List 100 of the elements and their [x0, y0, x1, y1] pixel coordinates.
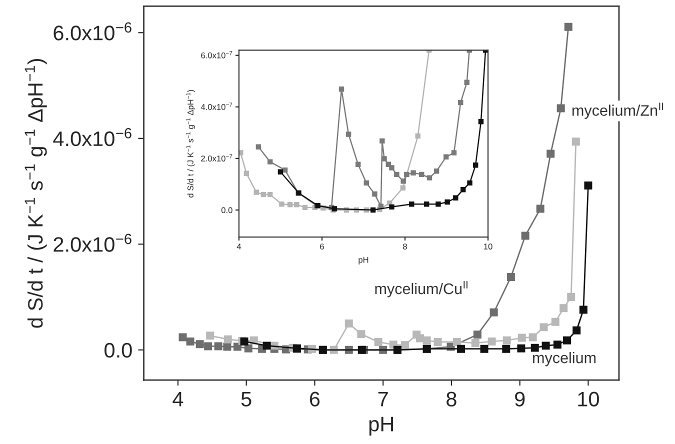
point	[338, 86, 344, 92]
y-tick-label: 6.0x10$^{−6}$	[54, 22, 132, 40]
point	[488, 337, 496, 346]
point	[404, 172, 410, 178]
y-tick-label: 6.0x10$^{−7}$	[201, 51, 232, 58]
point	[186, 337, 194, 346]
point	[460, 187, 466, 192]
x-tick-label: 6	[320, 244, 324, 250]
x-tick-label: 4	[236, 244, 242, 250]
point	[560, 304, 568, 312]
point	[528, 333, 537, 342]
point	[267, 159, 273, 164]
x-tick-label: 10	[484, 244, 492, 250]
point	[434, 168, 440, 174]
x-tick-label: 8	[403, 244, 407, 250]
point	[279, 201, 284, 207]
point	[389, 204, 394, 210]
point	[223, 342, 232, 351]
point	[451, 150, 457, 156]
point	[422, 336, 431, 344]
point	[267, 192, 273, 198]
annotation: mycelium/Cu$^{II}$	[375, 281, 468, 298]
point	[434, 338, 442, 346]
point	[453, 195, 458, 201]
point	[563, 336, 572, 344]
x-tick-label: 8	[446, 392, 456, 406]
point	[204, 342, 212, 350]
point	[471, 339, 480, 348]
x-tick-label: 10	[578, 392, 599, 406]
point	[344, 319, 353, 328]
x-axis-title: pH	[358, 256, 368, 264]
point	[416, 334, 424, 342]
point	[458, 100, 464, 106]
x-tick-label: 4	[172, 392, 184, 406]
point	[464, 80, 470, 86]
point	[536, 204, 544, 213]
point	[400, 341, 409, 350]
point	[502, 344, 510, 353]
point	[244, 170, 250, 176]
point	[553, 340, 562, 349]
point	[540, 323, 548, 332]
annotation: mycelium/Zn$^{II}$	[572, 102, 663, 119]
point	[443, 154, 449, 160]
point	[357, 330, 366, 338]
text: d S/d t / (J K$^{−1}$ s$^{−1}$ g$^{−1}$ ΔpH$^{−1}$)	[24, 58, 47, 328]
point	[355, 162, 361, 167]
point	[302, 204, 308, 210]
x-tick-label: 5	[241, 392, 252, 406]
y-tick-label: 2.0x10$^{−6}$	[54, 234, 132, 252]
point	[410, 170, 416, 176]
point	[214, 342, 222, 350]
x-tick-label: 9	[515, 392, 525, 406]
point	[206, 332, 214, 340]
point	[530, 344, 539, 352]
point	[282, 167, 288, 173]
point	[457, 344, 466, 353]
point	[556, 104, 565, 112]
point	[506, 272, 515, 281]
point	[426, 175, 432, 180]
annotation: mycelium	[533, 352, 596, 366]
point	[480, 344, 488, 353]
point	[572, 326, 581, 334]
x-tick-label: 7	[378, 392, 388, 406]
point	[542, 342, 550, 350]
y-tick-label: 4.0x10$^{−7}$	[200, 102, 232, 110]
point	[400, 178, 406, 184]
y-tick-label: 0.0	[221, 207, 232, 214]
point	[584, 181, 592, 190]
point	[444, 199, 450, 205]
point	[294, 202, 300, 208]
point	[424, 201, 430, 207]
y-tick-label: 0.0	[104, 342, 132, 358]
point	[490, 308, 498, 316]
point	[244, 344, 252, 352]
point	[419, 172, 424, 178]
point	[502, 336, 511, 344]
point	[346, 132, 352, 137]
point	[374, 338, 382, 346]
point	[256, 144, 262, 150]
point	[389, 165, 394, 170]
point	[370, 207, 376, 213]
y-tick-label: 4.0x10$^{−6}$	[53, 128, 132, 146]
point	[196, 340, 204, 348]
point	[579, 306, 588, 314]
y-tick-label: 2.0x10$^{−7}$	[201, 154, 232, 162]
point	[262, 342, 271, 350]
point	[372, 191, 378, 197]
point	[546, 150, 555, 158]
point	[521, 232, 530, 240]
point	[364, 180, 369, 186]
point	[518, 334, 526, 342]
point	[380, 138, 385, 144]
point	[400, 185, 406, 190]
point	[260, 192, 266, 198]
point	[415, 133, 420, 139]
point	[436, 201, 441, 207]
point	[473, 330, 482, 339]
point	[517, 344, 526, 352]
point	[409, 201, 414, 207]
point	[178, 333, 187, 342]
